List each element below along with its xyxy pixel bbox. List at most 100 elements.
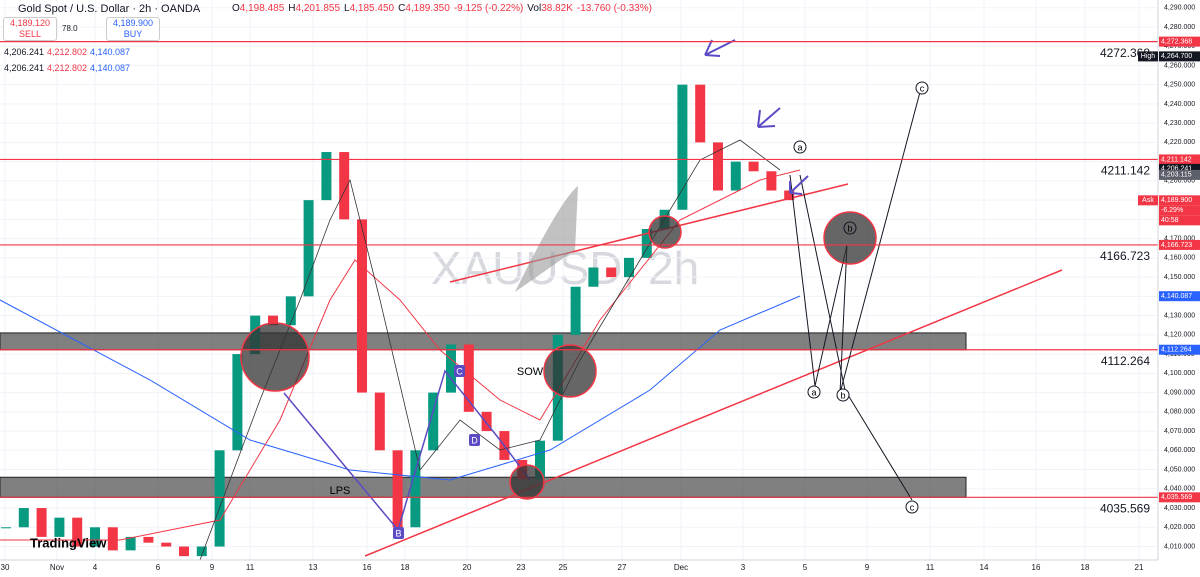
y-tick-label: 4,230.000 [1164,120,1195,127]
candle [36,508,47,537]
vol-key: Vol [527,3,542,14]
y-tick-label: 4,150.000 [1164,274,1195,281]
point-label: C [456,366,463,376]
candle [374,392,385,451]
annotation: LPS [330,485,351,497]
sell-button[interactable]: 4,189.120 SELL [3,17,57,41]
zone [0,476,967,498]
level-label: 4035.569 [1100,501,1150,515]
candle [196,546,207,557]
candle [179,546,189,557]
x-tick-label: 6 [156,563,161,572]
candle [285,296,296,326]
x-tick-label: 11 [246,563,255,572]
x-tick-label: 9 [865,563,870,572]
buy-label: BUY [123,29,143,39]
candle [446,344,456,393]
y-tick-label: 4,070.000 [1164,428,1195,435]
sell-label: SELL [18,29,42,39]
price-tag-label: 4,112.264 [1161,347,1192,354]
tag-badge-label: High [1141,53,1156,60]
candle [18,508,29,528]
buy-button[interactable]: 4,189.900 BUY [106,17,160,41]
price-tag [1159,344,1200,355]
y-tick-label: 4,030.000 [1164,505,1195,512]
candle [232,354,243,451]
candle [107,527,118,551]
y-tick-label: 4,120.000 [1164,332,1195,339]
ohlc: O4,198.485 H4,201.855 L4,185.450 C4,189.350… [232,3,652,14]
y-tick-label: 4,040.000 [1164,486,1195,493]
y-tick-label: 4,060.000 [1164,447,1195,454]
indicator-value: 4,140.087 [90,63,131,73]
candle [392,450,403,528]
indicator-value: 4,206.241 [4,63,45,73]
ohlc-value: 4,198.485 [239,3,285,14]
candle [1,527,11,529]
price-tag [1159,36,1200,47]
x-tick-label: 5 [803,563,808,572]
x-tick-label: 4 [93,563,98,572]
arrows [704,39,809,195]
price-tag-label: 4,140.087 [1161,293,1192,300]
price-tag-label: 4,211.142 [1161,156,1192,163]
point-label: B [395,528,401,538]
candle [161,542,172,547]
indicator-value: 4,206.241 [4,47,45,57]
logo: TradingView [30,535,107,550]
candle [713,142,723,191]
x-tick-label: 25 [559,563,568,572]
candle [54,517,65,537]
wave-label: b [840,390,845,400]
x-tick-label: 14 [980,563,989,572]
ohlc-key: H [288,3,296,14]
y-tick-label: 4,090.000 [1164,389,1195,396]
ohlc-key: L [344,3,350,14]
y-tick-label: 4,170.000 [1164,235,1195,242]
candle [303,200,314,297]
wave-label: c [920,83,925,93]
candle [90,527,100,547]
ohlc-key: C [398,3,406,14]
y-tick-label: 4,080.000 [1164,409,1195,416]
change: -9.125 (-0.22%) [453,3,524,14]
point-label: D [471,435,478,445]
candle [339,152,350,220]
x-tick-label: 13 [309,563,318,572]
level-label: 4166.723 [1100,249,1150,263]
price-tag [1159,239,1200,250]
countdown: 40:58 [1161,217,1179,224]
price-tag-label: 4,206.241 [1161,166,1192,173]
countdown: -6.29% [1161,207,1183,214]
x-tick-label: Nov [50,563,64,572]
candle [730,161,741,191]
candle [357,219,367,393]
spread: 78.0 [62,24,78,33]
candle [641,229,652,258]
y-tick-label: 4,240.000 [1164,101,1195,108]
candle [748,161,759,172]
price-tag [1159,169,1200,180]
buy-price: 4,189.900 [112,18,154,28]
x-tick-label: 9 [210,563,215,572]
price-tag [1159,291,1200,302]
wave-label: a [811,387,816,397]
x-tick-label: 16 [363,563,372,572]
tag-badge [1138,195,1158,206]
x-tick-label: 3 [741,563,746,572]
x-tick-label: 11 [926,563,935,572]
candle [570,286,581,335]
indicator-value: 4,212.802 [47,47,88,57]
y-tick-label: 4,160.000 [1164,255,1195,262]
price-tag [1159,163,1200,174]
y-tick-label: 4,280.000 [1164,24,1195,31]
wave-label: b [847,223,852,233]
price-tag [1159,195,1200,206]
level-label: 4211.142 [1101,164,1150,178]
candle [588,267,599,287]
x-tick-label: 16 [1032,563,1041,572]
tag-badge-label: Ask [1142,197,1154,204]
y-tick-label: 4,050.000 [1164,466,1195,473]
wave-label: c [910,502,915,512]
